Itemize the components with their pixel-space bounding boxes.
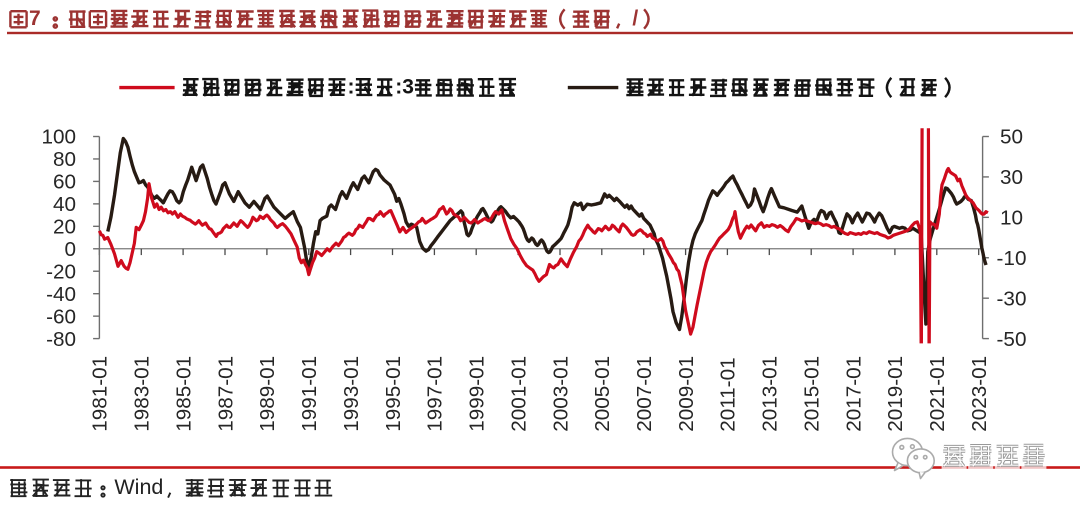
svg-text:100: 100 — [41, 126, 76, 149]
svg-text:80: 80 — [53, 148, 76, 171]
svg-text:-60: -60 — [46, 305, 76, 328]
svg-text:2021-01: 2021-01 — [926, 356, 949, 432]
svg-text:2023-01: 2023-01 — [968, 356, 991, 432]
svg-text:2003-01: 2003-01 — [549, 356, 572, 432]
svg-text:2019-01: 2019-01 — [884, 356, 907, 432]
svg-text:2017-01: 2017-01 — [842, 356, 865, 432]
svg-text:10: 10 — [1000, 207, 1023, 230]
svg-text:1981-01: 1981-01 — [89, 356, 112, 432]
svg-text:/: / — [632, 7, 638, 30]
svg-text:-10: -10 — [997, 247, 1027, 270]
svg-text:2009-01: 2009-01 — [675, 356, 698, 432]
svg-text:1989-01: 1989-01 — [256, 356, 279, 432]
svg-text::3: :3 — [395, 76, 414, 99]
svg-text:20: 20 — [53, 216, 76, 239]
svg-text:1991-01: 1991-01 — [298, 356, 321, 432]
svg-text:50: 50 — [1000, 126, 1023, 149]
svg-text:7: 7 — [29, 7, 41, 30]
svg-text:2007-01: 2007-01 — [633, 356, 656, 432]
svg-text:Wind: Wind — [114, 475, 163, 499]
svg-text:2001-01: 2001-01 — [507, 356, 530, 432]
svg-text:-30: -30 — [997, 287, 1027, 310]
svg-text:-80: -80 — [46, 328, 76, 351]
svg-text:1983-01: 1983-01 — [131, 356, 154, 432]
svg-text:2005-01: 2005-01 — [591, 356, 614, 432]
svg-text:-20: -20 — [46, 260, 76, 283]
svg-text:1985-01: 1985-01 — [172, 356, 195, 432]
svg-text:30: 30 — [1000, 166, 1023, 189]
svg-text:1993-01: 1993-01 — [340, 356, 363, 432]
svg-text:1987-01: 1987-01 — [214, 356, 237, 432]
svg-text:40: 40 — [53, 193, 76, 216]
svg-text:2013-01: 2013-01 — [759, 356, 782, 432]
svg-text:1997-01: 1997-01 — [424, 356, 447, 432]
svg-text:-40: -40 — [46, 283, 76, 306]
svg-text:-50: -50 — [997, 328, 1027, 351]
svg-text:1999-01: 1999-01 — [466, 356, 489, 432]
svg-text:2011-01: 2011-01 — [717, 357, 740, 431]
svg-text::: : — [348, 76, 355, 99]
svg-text:60: 60 — [53, 171, 76, 194]
svg-text:1995-01: 1995-01 — [382, 356, 405, 432]
svg-text:0: 0 — [64, 238, 76, 261]
svg-text:2015-01: 2015-01 — [801, 356, 824, 432]
